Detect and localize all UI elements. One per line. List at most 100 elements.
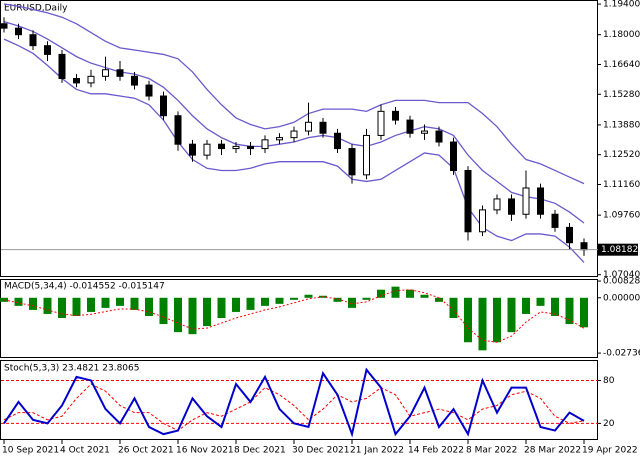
x-tick-label: 8 Mar 2022: [466, 446, 517, 456]
x-tick-label: 19 Apr 2022: [582, 446, 638, 456]
macd-bar: [174, 297, 182, 333]
candle-body: [131, 75, 138, 86]
x-tick-label: 30 Dec 2021: [292, 446, 350, 456]
candle-body: [406, 119, 414, 134]
y-tick-label: 1.12520: [603, 150, 640, 160]
y-tick-label: 1.15280: [603, 90, 640, 100]
macd-bar: [58, 297, 66, 318]
candle-body: [479, 209, 486, 233]
candle-body: [348, 148, 356, 176]
candle-body: [537, 187, 544, 215]
y-tick-label: 80: [603, 376, 615, 386]
macd-bar: [217, 297, 226, 318]
price-label-box: [598, 243, 638, 256]
y-tick-label: 1.11160: [603, 180, 640, 190]
candle-body: [319, 121, 327, 134]
x-tick-label: 4 Oct 2021: [60, 446, 110, 456]
macd-bar: [507, 297, 516, 333]
candle-body: [174, 115, 182, 145]
candle-body: [247, 145, 254, 150]
price-label: 1.08182: [601, 245, 638, 255]
macd-bar: [261, 297, 269, 306]
macd-bar: [478, 297, 487, 351]
macd-bar: [565, 297, 574, 325]
macd-bar: [420, 294, 429, 298]
y-tick-label: 0.008282: [603, 277, 640, 287]
candle-body: [145, 84, 153, 97]
macd-bar: [0, 297, 8, 302]
macd-bar: [333, 297, 342, 302]
bollinger-band: [3, 38, 585, 263]
macd-bar: [522, 297, 530, 314]
macd-bar: [72, 297, 81, 316]
y-tick-label: 1.13880: [603, 120, 640, 130]
price-panel: [0, 0, 598, 277]
candle-body: [421, 130, 428, 134]
candle-body: [87, 75, 95, 84]
y-tick-label: 1.19400: [603, 0, 640, 10]
candle-body: [0, 23, 8, 29]
macd-panel: [0, 279, 598, 358]
candle-body: [116, 69, 124, 77]
macd-title: MACD(5,34,4) -0.014552 -0.015147: [4, 282, 165, 292]
macd-bar: [159, 297, 168, 325]
candle-body: [15, 27, 22, 36]
x-tick-label: 21 Jan 2022: [350, 446, 404, 456]
macd-bar: [87, 297, 95, 312]
macd-bar: [14, 297, 23, 306]
macd-bar: [377, 289, 385, 298]
macd-bar: [43, 297, 52, 314]
macd-bar: [493, 297, 501, 343]
macd-bar: [551, 297, 559, 316]
candle-body: [290, 130, 298, 139]
macd-bar: [580, 297, 588, 328]
stoch-panel: [0, 360, 598, 440]
candle-body: [232, 145, 240, 150]
candle-body: [218, 143, 225, 150]
macd-bar: [203, 297, 211, 327]
macd-bar: [29, 297, 37, 310]
candle-body: [522, 187, 530, 215]
macd-bar: [275, 297, 284, 304]
bollinger-band: [3, 3, 585, 185]
stoch-main: [3, 367, 585, 438]
macd-bar: [130, 297, 139, 310]
y-tick-label: 1.16640: [603, 60, 640, 70]
candle-body: [261, 139, 269, 150]
x-tick-label: 14 Feb 2022: [408, 446, 464, 456]
candle-body: [276, 137, 283, 141]
candle-body: [44, 45, 51, 55]
candle-body: [377, 110, 385, 136]
candle-body: [189, 143, 196, 156]
x-tick-label: 8 Dec 2021: [234, 446, 286, 456]
macd-bar: [188, 297, 197, 335]
candle-body: [435, 130, 443, 143]
macd-bar: [464, 297, 472, 343]
x-tick-label: 16 Nov 2021: [176, 446, 234, 456]
y-tick-label: 0.000000: [603, 293, 640, 303]
chart-title: EURUSD,Daily: [4, 4, 68, 14]
candle-body: [73, 78, 80, 84]
macd-bar: [116, 297, 124, 306]
macd-bar: [406, 289, 414, 298]
candle-body: [102, 69, 109, 77]
y-tick-label: 20: [603, 419, 615, 429]
macd-bar: [304, 294, 313, 298]
y-tick-label: 1.09760: [603, 211, 640, 221]
macd-bar: [449, 297, 458, 318]
macd-bar: [391, 286, 400, 298]
macd-bar: [290, 297, 298, 300]
candle-body: [392, 110, 399, 121]
candle-body: [450, 141, 457, 171]
candle-body: [464, 169, 472, 233]
candle-body: [551, 213, 559, 228]
stoch-title: Stoch(5,3,3) 23.4821 23.8065: [4, 364, 139, 374]
macd-bar: [246, 297, 255, 310]
macd-bar: [362, 297, 371, 300]
y-tick-label: -0.02736: [603, 349, 640, 359]
macd-bar: [145, 297, 153, 316]
macd-bar: [435, 297, 443, 302]
x-tick-label: 28 Mar 2022: [524, 446, 581, 456]
candle-body: [580, 242, 588, 251]
